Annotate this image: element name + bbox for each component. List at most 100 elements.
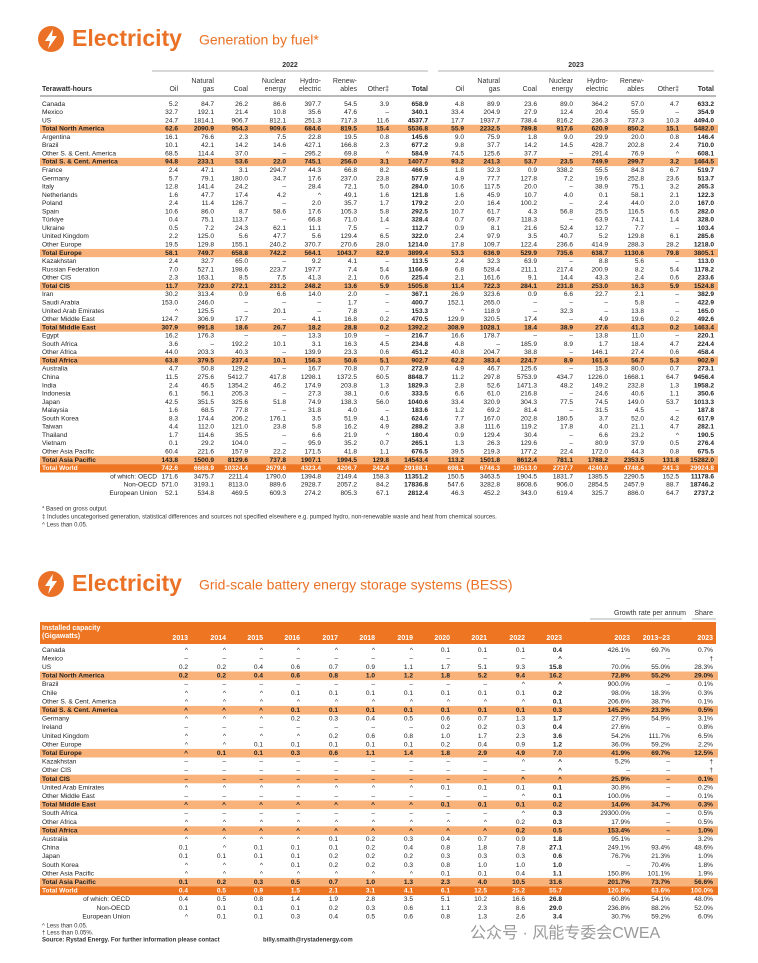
cell: 139.9 [304,349,321,356]
cell: 1937.7 [480,117,501,124]
cell: 275.6 [197,374,214,381]
cell: – [409,724,413,731]
cell: ^ [260,716,264,723]
cell: 69.7% [651,750,670,757]
cell: 0.6 [404,913,413,920]
row-label: Australia [42,366,68,373]
cell: 8113.0 [228,482,248,489]
cell: – [210,341,214,348]
cell: ^ [223,845,227,852]
cell: 179.2 [411,200,428,207]
cell: 0.2 [329,733,338,740]
cell: 2057.2 [337,482,358,489]
cell: 0.5 [217,888,226,895]
cell: 4.8 [455,101,464,108]
cell: 3.5 [404,896,413,903]
cell: 513.7 [697,175,714,182]
cell: 28.2 [666,242,679,249]
cell: 89.9 [487,101,500,108]
cell: 367.1 [411,291,428,298]
cell: 11.5 [166,374,179,381]
cell: 225.4 [411,275,428,282]
cell: 9.0 [455,134,464,141]
cell: 56.7 [631,357,644,364]
cell: 6.6 [564,291,573,298]
cell: 5.6 [239,233,248,240]
cell: 174.4 [197,415,214,422]
cell: – [282,258,286,265]
cell: 0.4 [516,870,525,877]
cell: 4.0 [564,192,573,199]
cell: 0.1 [404,741,413,748]
cell: 129.8 [627,233,644,240]
cell: ^ [175,308,179,315]
row-label: Other Africa [42,819,77,826]
cell: 23.2 [631,432,644,439]
cell: 451.2 [411,349,428,356]
cell: 1.2 [455,407,464,414]
cell: 16.3 [631,283,644,290]
cell: 111.6 [484,424,500,431]
cell: ^ [484,698,488,705]
cell: 917.6 [556,126,573,133]
total-row-bg [40,877,718,887]
cell: 676.5 [411,449,428,456]
cell: 33.4 [451,399,464,406]
cell: 77.5 [560,399,573,406]
cell: 5.9 [380,283,389,290]
cell: 25.9% [611,776,630,783]
cell: 10.3 [666,117,679,124]
cell: – [675,308,679,315]
cell: 0.3 [404,836,413,843]
cell: – [409,793,413,800]
cell: ^ [223,716,227,723]
cell: 620.9 [591,126,608,133]
cell: 0.2 [553,690,562,697]
cell: 52.4 [560,225,573,232]
cell: – [371,767,375,774]
cell: 1.0 [366,673,375,680]
cell: – [533,333,537,340]
cell: 3.2 [670,184,679,191]
cell: 217.4 [556,266,573,273]
cell: 131.8 [662,457,679,464]
cell: 0.1 [441,784,450,791]
cell: 749.9 [591,159,608,166]
cell: 1.1 [441,905,450,912]
cell: 265.0 [483,299,500,306]
column-header: Natural [477,78,500,85]
cell: 4.5 [380,341,389,348]
cell: 59.2% [651,913,670,920]
cell: 0.2% [698,784,713,791]
cell: 1226.0 [588,374,609,381]
row-label: Indonesia [42,391,71,398]
row-label: Canada [42,647,65,654]
cell: 14.4 [560,275,573,282]
cell: – [222,767,226,774]
cell: 94.8 [165,159,178,166]
cell: 13.8 [631,308,644,315]
cell: 251.3 [304,117,321,124]
cell: 223.7 [269,266,286,273]
cell: 21.1 [631,424,644,431]
cell: 0.8 [670,134,679,141]
column-header: 2022 [509,635,525,642]
cell: ^ [260,836,264,843]
cell: 15282.0 [690,457,714,464]
cell: 45.9 [487,192,500,199]
cell: 675.5 [697,449,714,456]
cell: 0.1 [217,905,226,912]
cell: 11.0 [632,333,645,340]
cell: 0.1 [478,690,487,697]
cell: – [282,432,286,439]
row-label: Brazil [42,142,59,149]
cell: 7.8 [516,845,525,852]
cell: 171.5 [304,449,321,456]
cell: 0.8 [441,913,450,920]
cell: 527.1 [197,266,214,273]
cell: 17.6 [308,208,321,215]
cell: 74.5 [595,399,608,406]
row-label: Egypt [42,333,59,340]
cell: 0.4 [366,716,375,723]
cell: 30.8% [611,784,630,791]
